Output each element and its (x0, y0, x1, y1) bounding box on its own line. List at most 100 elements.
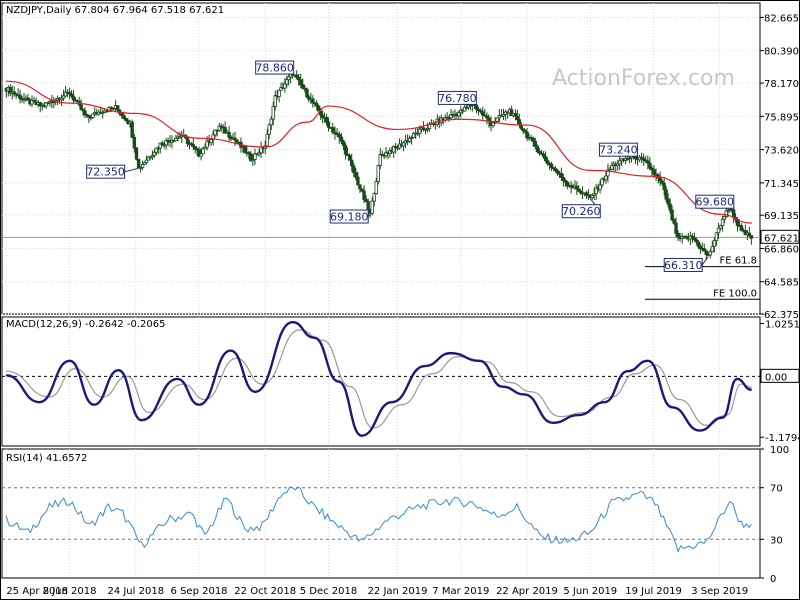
candle-body-down (749, 235, 754, 239)
candle (69, 90, 74, 98)
candle-body-up (600, 178, 604, 186)
candle-body-up (213, 129, 217, 136)
candle-body-down (337, 134, 341, 138)
candle-body-up (378, 154, 382, 166)
candle-body-up (277, 89, 281, 97)
candle (195, 147, 199, 157)
candle-body-down (301, 84, 305, 89)
candle-body-up (100, 112, 105, 114)
candle-body-up (592, 193, 596, 196)
candle-body-down (12, 91, 16, 95)
price-y-tick-label: 80.390 (764, 47, 799, 58)
macd-line-point (722, 417, 724, 419)
candle-body-down (561, 177, 566, 181)
candle-body-up (178, 136, 182, 139)
candle (555, 169, 560, 176)
macd-signal-line-point (457, 356, 459, 358)
candle-body-up (457, 112, 461, 117)
candle (476, 106, 481, 116)
candle (227, 125, 231, 142)
candle (257, 148, 261, 157)
candle-body-down (223, 127, 227, 134)
candle-body-up (608, 168, 612, 171)
candle-body-down (79, 104, 83, 111)
macd-line-point (117, 369, 120, 371)
candle-body-down (578, 190, 583, 194)
candle-body-down (324, 116, 329, 123)
price-y-tick-label: 62.375 (764, 310, 799, 321)
candle (130, 119, 134, 139)
macd-line-point (313, 337, 315, 339)
macd-line-point (337, 380, 340, 383)
candle (674, 217, 678, 238)
candle-body-down (743, 230, 748, 236)
candle-body-up (217, 125, 221, 131)
candle-body-down (69, 93, 74, 97)
candle (614, 161, 618, 172)
x-tick-label: 5 Dec 2018 (300, 586, 358, 597)
candle (100, 109, 105, 119)
last-price-label: 67.621 (764, 233, 799, 244)
candle-body-down (333, 131, 337, 134)
candle-body-down (553, 168, 558, 172)
candle (401, 140, 406, 152)
candle (134, 146, 139, 161)
candle (563, 178, 568, 187)
candle (26, 93, 30, 101)
candle (345, 147, 350, 157)
candle (660, 179, 664, 186)
moving-average-line-point (135, 112, 137, 114)
candle-body-down (347, 155, 352, 161)
fe-level-label: FE 61.8 (719, 256, 757, 267)
candle (376, 164, 380, 185)
candle-body-down (559, 172, 564, 178)
candle (646, 155, 650, 170)
candle (199, 147, 203, 161)
price-label: 69.680 (696, 196, 735, 209)
candle (273, 90, 277, 111)
candle-body-down (698, 245, 703, 249)
candle (457, 110, 461, 121)
candle (335, 128, 339, 137)
candle-body-down (523, 130, 527, 133)
candle-body-up (376, 164, 380, 182)
candle (545, 157, 550, 166)
candle-body-up (374, 181, 378, 195)
candle (411, 131, 416, 139)
macd-line-point (478, 360, 481, 362)
candle-body-up (146, 156, 151, 161)
candle-body-down (38, 102, 42, 107)
x-tick-label: 3 Sep 2019 (691, 586, 748, 597)
candle-body-down (692, 237, 697, 241)
candle-body-down (360, 188, 364, 192)
candle (384, 147, 388, 159)
candle (592, 187, 596, 201)
macd-signal-line-point (148, 411, 150, 414)
candle-body-up (491, 122, 495, 127)
candle (515, 109, 520, 124)
macd-signal-line-point (509, 381, 511, 384)
candle (485, 112, 489, 125)
candle-body-up (401, 142, 406, 147)
x-tick-label: 19 Jul 2019 (625, 586, 682, 597)
candle (178, 131, 182, 139)
candle-body-down (731, 209, 736, 218)
candle-body-down (739, 225, 744, 231)
candle-body-down (577, 188, 581, 192)
candle-body-down (315, 103, 319, 107)
candle-body-down (662, 182, 666, 191)
candle-body-down (476, 108, 481, 112)
candle (617, 154, 622, 170)
candle (55, 95, 60, 106)
candle-body-down (648, 162, 652, 169)
candle (680, 233, 684, 244)
candle-body-down (243, 146, 247, 154)
price-label-box (86, 164, 126, 179)
candle (160, 140, 164, 146)
candle (247, 150, 251, 160)
candle-body-up (253, 153, 257, 160)
candle (565, 180, 569, 190)
candle (392, 145, 396, 158)
candle (449, 109, 453, 120)
candle-body-down (696, 241, 701, 247)
